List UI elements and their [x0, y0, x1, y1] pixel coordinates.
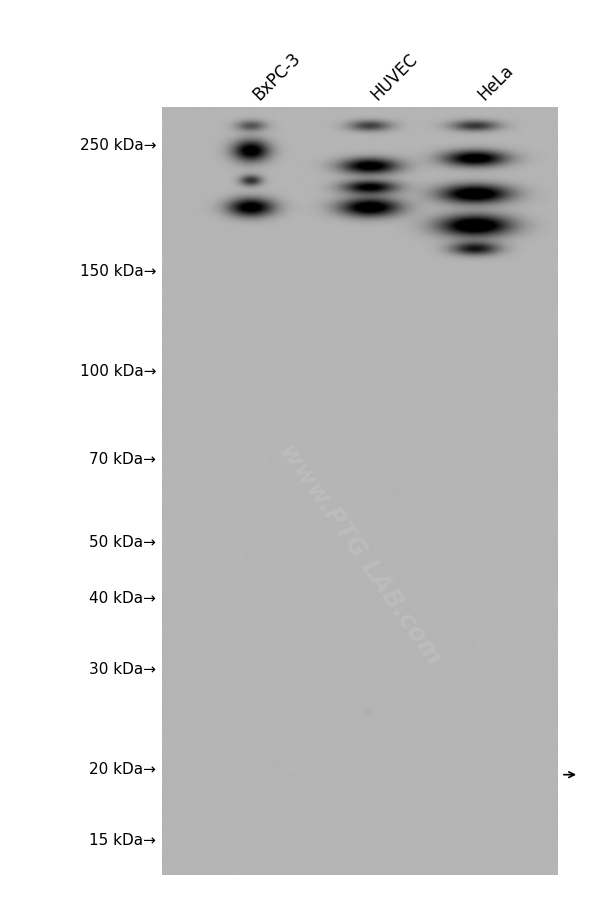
Text: HeLa: HeLa — [475, 61, 517, 104]
Text: 250 kDa→: 250 kDa→ — [79, 137, 156, 152]
Text: 100 kDa→: 100 kDa→ — [79, 364, 156, 379]
Text: www.PTG LAB.com: www.PTG LAB.com — [275, 438, 445, 667]
Text: 30 kDa→: 30 kDa→ — [89, 661, 156, 676]
Text: 70 kDa→: 70 kDa→ — [89, 452, 156, 466]
Text: 50 kDa→: 50 kDa→ — [89, 535, 156, 550]
Text: 150 kDa→: 150 kDa→ — [79, 263, 156, 279]
Text: 20 kDa→: 20 kDa→ — [89, 761, 156, 776]
Text: 40 kDa→: 40 kDa→ — [89, 590, 156, 605]
Text: HUVEC: HUVEC — [368, 50, 422, 104]
Text: BxPC-3: BxPC-3 — [249, 49, 304, 104]
Text: 15 kDa→: 15 kDa→ — [89, 833, 156, 847]
